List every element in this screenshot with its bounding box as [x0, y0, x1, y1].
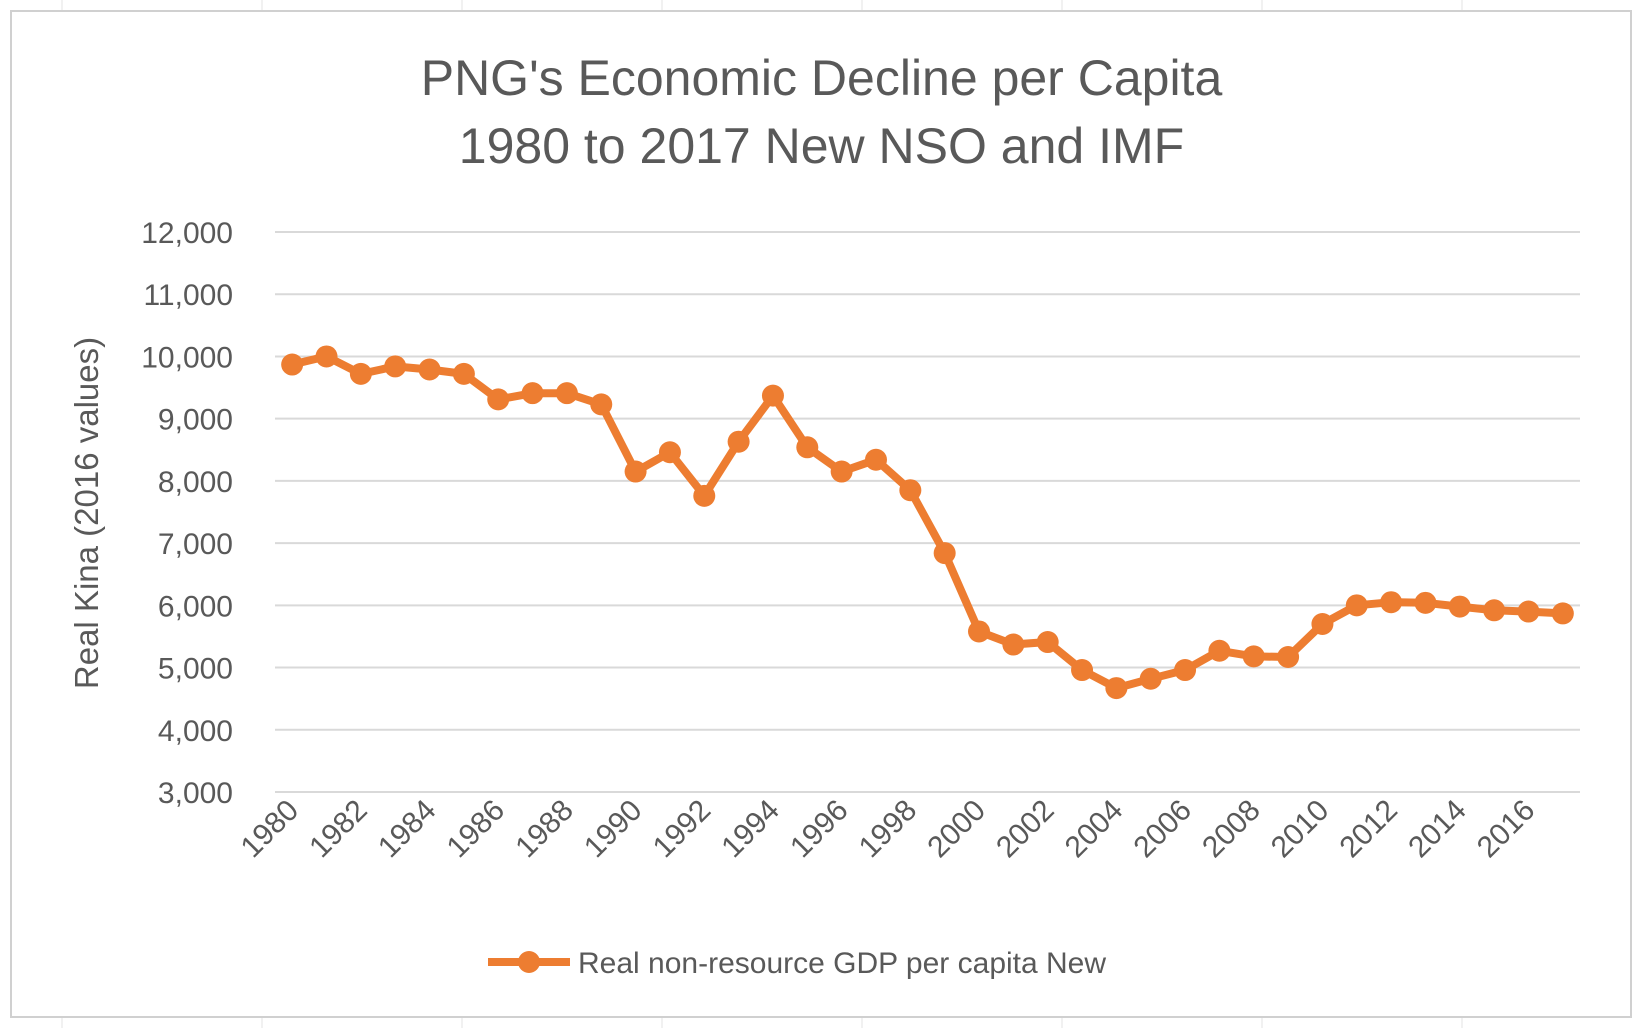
data-point[interactable] [1551, 602, 1574, 625]
data-point[interactable] [1002, 633, 1025, 656]
x-tick-label: 1986 [441, 794, 512, 865]
series-group [281, 345, 1574, 700]
y-tick-label: 6,000 [158, 590, 233, 623]
y-tick-label: 9,000 [158, 404, 233, 437]
x-tick-label: 2004 [1059, 794, 1130, 865]
x-tick-label: 2006 [1127, 794, 1198, 865]
x-tick-label: 1980 [235, 794, 306, 865]
data-point[interactable] [1277, 645, 1300, 668]
chart-subtitle: 1980 to 2017 New NSO and IMF [458, 118, 1185, 174]
data-point[interactable] [1345, 594, 1368, 617]
data-point[interactable] [1414, 591, 1437, 614]
y-tick-label: 3,000 [158, 777, 233, 810]
x-tick-label: 1996 [784, 794, 855, 865]
data-point[interactable] [1380, 591, 1403, 614]
data-point[interactable] [487, 388, 510, 411]
x-tick-label: 2002 [990, 794, 1061, 865]
gridlines [275, 231, 1580, 793]
x-tick-label: 1992 [647, 794, 718, 865]
series-line [291, 352, 1564, 693]
data-point[interactable] [315, 345, 338, 368]
x-tick-label: 2016 [1471, 794, 1542, 865]
x-tick-label: 1988 [509, 794, 580, 865]
x-tick-label: 1990 [578, 794, 649, 865]
data-point[interactable] [1139, 667, 1162, 690]
y-tick-label: 11,000 [143, 279, 233, 312]
data-point[interactable] [1311, 613, 1334, 635]
data-point[interactable] [521, 382, 544, 405]
data-point[interactable] [1242, 645, 1265, 668]
data-point[interactable] [1483, 599, 1506, 622]
legend-dot-marker [518, 951, 540, 973]
data-point[interactable] [590, 393, 613, 416]
y-tick-label: 5,000 [158, 653, 233, 686]
data-point[interactable] [1105, 677, 1128, 700]
data-point[interactable] [624, 460, 647, 483]
data-point[interactable] [727, 430, 750, 453]
data-point[interactable] [796, 436, 819, 459]
data-point[interactable] [384, 355, 407, 378]
y-tick-label: 8,000 [158, 466, 233, 499]
data-point[interactable] [830, 460, 853, 483]
data-point[interactable] [968, 620, 991, 643]
x-axis-ticks: 1980198219841986198819901992199419961998… [235, 794, 1542, 865]
data-point[interactable] [281, 353, 304, 376]
data-point[interactable] [1036, 631, 1059, 654]
legend-label: Real non-resource GDP per capita New [578, 947, 1106, 980]
x-tick-label: 1984 [372, 794, 443, 865]
y-axis-ticks: 3,000 4,000 5,000 6,000 7,000 8,000 9,000 10,00… [141, 217, 233, 810]
x-tick-label: 2000 [921, 794, 992, 865]
data-point[interactable] [1071, 659, 1094, 682]
data-point[interactable] [555, 382, 578, 405]
data-point[interactable] [1174, 659, 1197, 682]
data-point[interactable] [349, 362, 372, 385]
x-tick-label: 2008 [1196, 794, 1267, 865]
data-point[interactable] [864, 448, 887, 471]
data-point[interactable] [418, 358, 441, 381]
x-tick-label: 2010 [1265, 794, 1336, 865]
y-axis-title: Real Kina (2016 values) [68, 337, 105, 689]
y-tick-label: 4,000 [158, 715, 233, 748]
data-point[interactable] [899, 479, 922, 502]
x-tick-label: 2014 [1402, 794, 1473, 865]
chart-area[interactable] [10, 10, 1632, 1018]
data-point[interactable] [761, 384, 784, 407]
data-point[interactable] [658, 441, 681, 464]
data-point[interactable] [693, 484, 716, 507]
x-tick-label: 2012 [1334, 794, 1405, 865]
data-point[interactable] [452, 362, 475, 385]
y-tick-label: 10,000 [141, 341, 233, 374]
y-tick-label: 12,000 [141, 217, 233, 250]
chart-title: PNG's Economic Decline per Capita [420, 50, 1223, 106]
x-tick-label: 1994 [715, 794, 786, 865]
data-point[interactable] [1448, 595, 1471, 618]
data-point[interactable] [933, 542, 956, 565]
x-tick-label: 1982 [303, 794, 374, 865]
x-tick-label: 1998 [853, 794, 924, 865]
data-point[interactable] [1517, 600, 1540, 623]
legend[interactable]: Real non-resource GDP per capita New [488, 947, 1106, 980]
y-tick-label: 7,000 [158, 528, 233, 561]
data-point[interactable] [1208, 639, 1231, 662]
